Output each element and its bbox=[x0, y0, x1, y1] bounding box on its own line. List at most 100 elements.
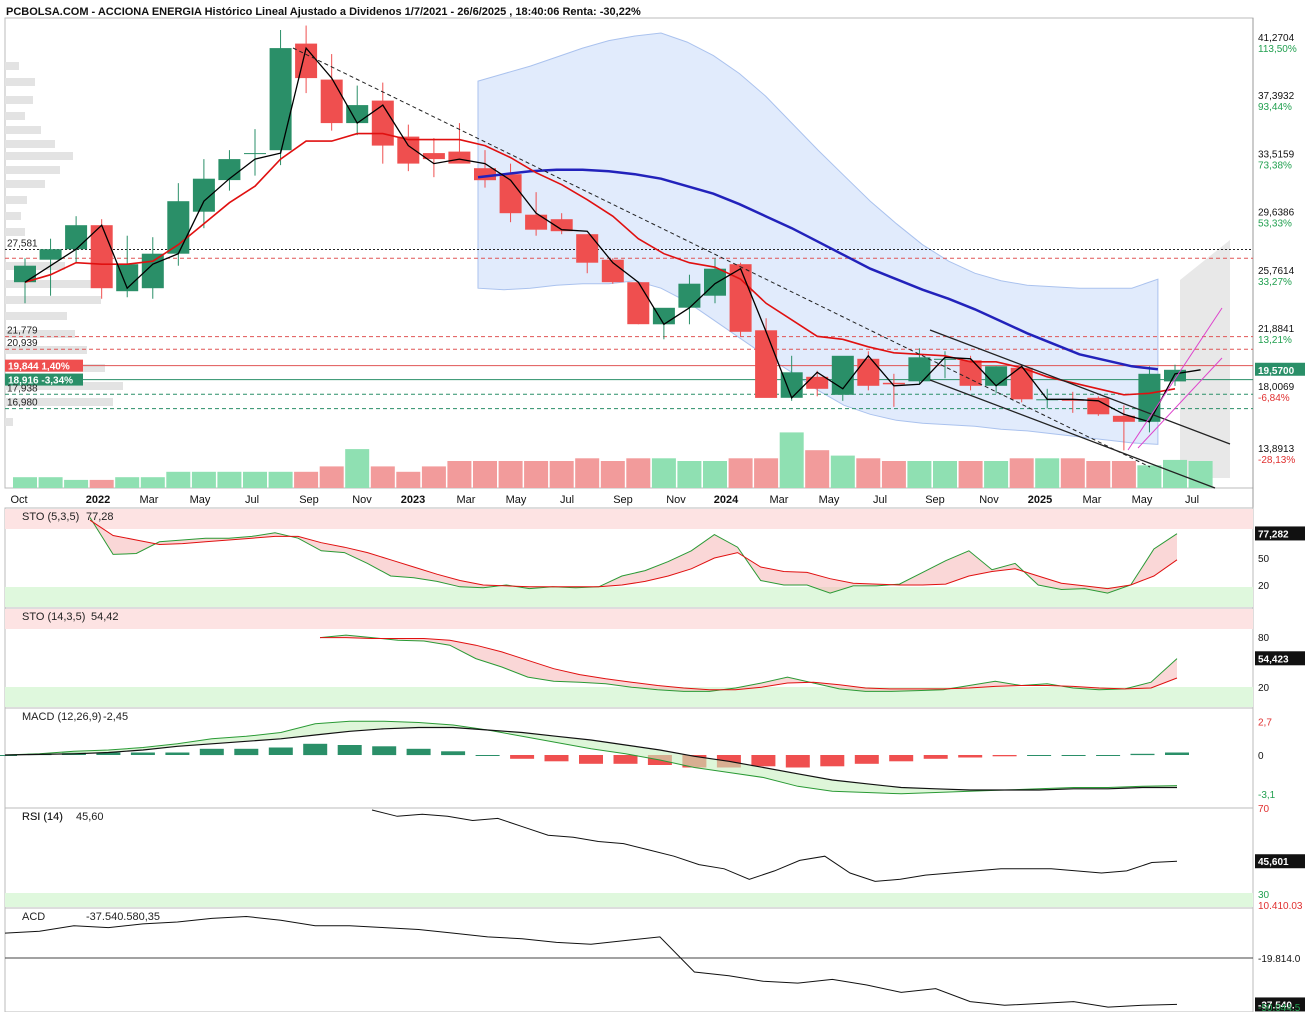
ema1-line bbox=[24, 46, 1201, 423]
x-tick-label: Mar bbox=[140, 494, 159, 506]
y-tick-label: 20 bbox=[1258, 581, 1270, 592]
indicator-title: STO (14,3,5) bbox=[22, 611, 85, 623]
candle-body bbox=[908, 357, 931, 382]
volume-bar bbox=[473, 461, 497, 488]
macd-histogram-bar bbox=[958, 755, 983, 758]
macd-histogram-bar bbox=[234, 748, 259, 756]
indicator-title: MACD (12,26,9) bbox=[22, 711, 101, 723]
chart-title: PCBOLSA.COM - ACCIONA ENERGIA Histórico … bbox=[6, 6, 641, 18]
macd-histogram-bar bbox=[268, 747, 293, 755]
candle-body bbox=[90, 225, 113, 289]
stochastic-k-line bbox=[89, 517, 1178, 594]
candle-body bbox=[474, 168, 496, 181]
macd-histogram-bar bbox=[1027, 755, 1052, 756]
rsi-line bbox=[371, 809, 1178, 882]
macd-histogram-bar bbox=[579, 755, 603, 764]
x-tick-label: 2022 bbox=[86, 494, 110, 506]
volume-bar bbox=[1163, 459, 1187, 488]
level-badge bbox=[5, 373, 83, 386]
volume-profile-bar bbox=[5, 152, 73, 160]
y-tick-label: 21,8841 bbox=[1258, 324, 1295, 335]
candle-body bbox=[320, 79, 343, 124]
volume-profile-bar bbox=[5, 166, 60, 174]
level-label: 17,938 bbox=[7, 383, 38, 394]
candle-body bbox=[448, 151, 471, 164]
y-tick-label: 25,7614 bbox=[1258, 266, 1295, 277]
candle-body bbox=[499, 174, 522, 214]
last-value-badge bbox=[1255, 526, 1305, 541]
volume-bar bbox=[1086, 461, 1111, 488]
volume-bar bbox=[1035, 458, 1060, 488]
y-tick-label: 30 bbox=[1258, 890, 1270, 901]
macd-signal-line bbox=[4, 726, 1177, 791]
x-tick-label: Jul bbox=[560, 494, 574, 506]
y-tick-label: 2,7 bbox=[1258, 717, 1272, 728]
volume-bar bbox=[984, 461, 1009, 488]
last-price-label: 19,5700 bbox=[1258, 366, 1295, 377]
last-value-label: 45,601 bbox=[1258, 857, 1289, 868]
volume-profile-bar bbox=[5, 280, 95, 288]
volume-bar bbox=[626, 458, 651, 488]
x-tick-label: 2024 bbox=[714, 494, 739, 506]
x-tick-label: Mar bbox=[457, 494, 476, 506]
y-tick-pct: -6,84% bbox=[1258, 393, 1290, 404]
ema9-line bbox=[24, 132, 1176, 396]
oversold-zone bbox=[5, 893, 1253, 907]
indicator-value: 54,42 bbox=[91, 611, 119, 623]
candle-body bbox=[218, 159, 241, 181]
macd-histogram-bar bbox=[165, 752, 190, 755]
y-tick-label: -50.044.5 bbox=[1258, 1003, 1301, 1012]
volume-bar bbox=[319, 466, 344, 488]
indicator-value: 45,60 bbox=[76, 811, 104, 823]
candle-body bbox=[397, 136, 420, 164]
y-tick-pct: 53,33% bbox=[1258, 219, 1292, 230]
volume-bar bbox=[370, 466, 395, 488]
volume-bar bbox=[1009, 458, 1034, 488]
x-tick-label: Sep bbox=[613, 494, 633, 506]
volume-profile-bar bbox=[5, 112, 25, 120]
candle-body bbox=[882, 382, 905, 385]
channel-line-pink bbox=[1137, 357, 1223, 449]
candle-body bbox=[39, 249, 62, 260]
candle-body bbox=[371, 100, 394, 146]
x-tick-label: Jul bbox=[1185, 494, 1199, 506]
candle-body bbox=[1087, 397, 1110, 415]
volume-profile-bar bbox=[5, 228, 25, 236]
macd-histogram-bar bbox=[751, 755, 776, 767]
acd-line bbox=[4, 915, 1178, 1008]
candle-body bbox=[857, 358, 880, 386]
x-tick-label: Sep bbox=[299, 494, 319, 506]
level-label: 27,581 bbox=[7, 238, 38, 249]
macd-histogram-bar bbox=[199, 748, 224, 756]
volume-bar bbox=[64, 479, 89, 488]
volume-profile-bar bbox=[5, 140, 55, 148]
candle-body bbox=[806, 376, 829, 389]
volume-bar bbox=[958, 461, 983, 488]
volume-bar bbox=[38, 477, 63, 488]
macd-histogram-bar bbox=[1096, 755, 1121, 756]
macd-histogram-bar bbox=[544, 755, 569, 762]
volume-bar bbox=[779, 432, 804, 488]
volume-bar bbox=[728, 458, 753, 488]
x-tick-label: Mar bbox=[1083, 494, 1102, 506]
volume-bar bbox=[524, 461, 549, 488]
volume-bar bbox=[13, 477, 37, 488]
candle-body bbox=[729, 264, 752, 332]
y-tick-label: 41,2704 bbox=[1258, 33, 1295, 44]
volume-profile-bar bbox=[5, 398, 113, 406]
last-value-badge bbox=[1255, 651, 1305, 666]
macd-histogram-bar bbox=[337, 745, 362, 755]
level-label: 20,939 bbox=[7, 338, 38, 349]
projection-area bbox=[1180, 240, 1230, 478]
candle-body bbox=[678, 283, 701, 308]
volume-profile-bar bbox=[5, 196, 27, 204]
boll-mid-line bbox=[477, 168, 1159, 371]
candle-body bbox=[65, 225, 88, 250]
volume-bar bbox=[677, 461, 702, 488]
macd-histogram-bar bbox=[441, 751, 466, 756]
volume-bar bbox=[166, 471, 191, 488]
candle-body bbox=[116, 264, 139, 292]
x-tick-label: Mar bbox=[770, 494, 789, 506]
